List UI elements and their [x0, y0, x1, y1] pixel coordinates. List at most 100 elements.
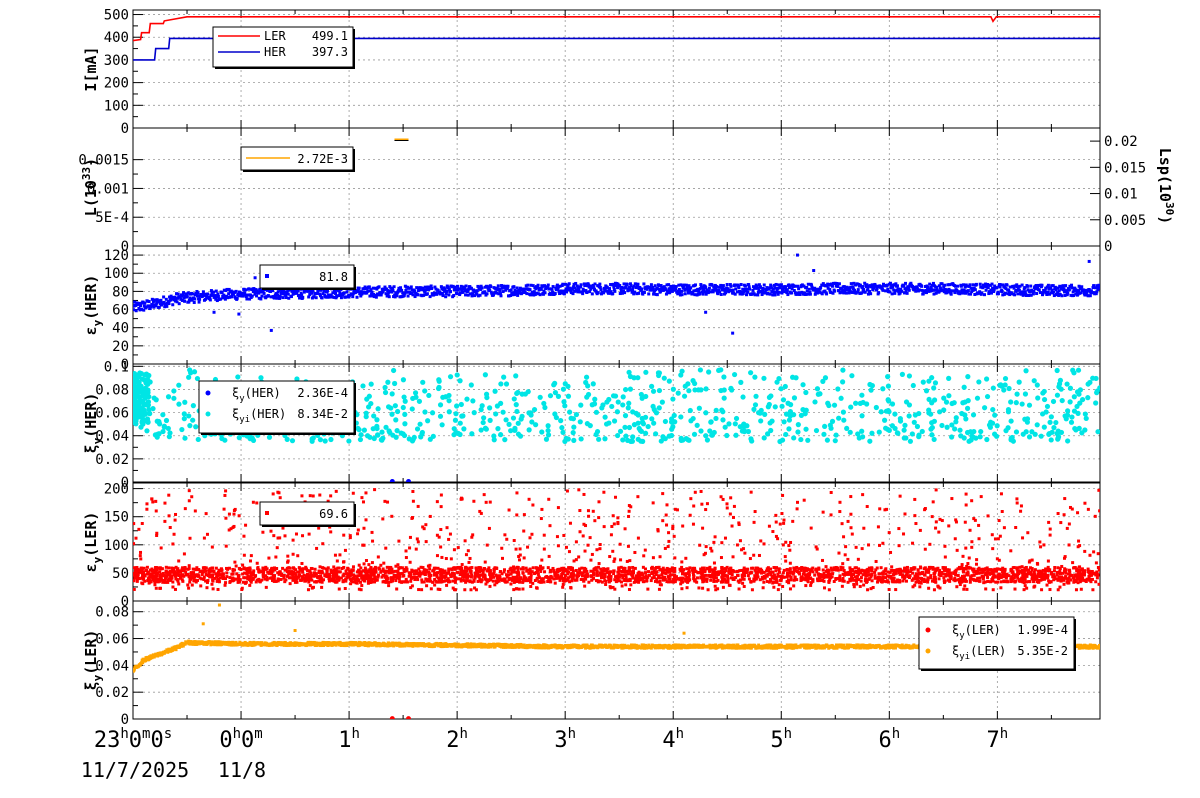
data-point	[821, 568, 825, 572]
data-point	[1026, 434, 1033, 440]
data-point	[793, 575, 797, 579]
legend-marker	[205, 411, 211, 417]
data-point	[402, 421, 408, 427]
data-point	[958, 433, 964, 439]
data-point	[832, 566, 836, 570]
data-point	[503, 286, 507, 290]
data-point	[475, 289, 479, 293]
data-point	[278, 294, 282, 298]
data-point	[1023, 429, 1029, 435]
data-point	[698, 428, 704, 434]
data-point	[634, 286, 638, 290]
data-point	[553, 292, 557, 296]
data-point	[342, 565, 346, 569]
data-point	[259, 290, 263, 294]
data-point	[986, 579, 990, 583]
data-point	[758, 285, 762, 289]
data-point	[653, 571, 657, 575]
data-point	[708, 569, 712, 573]
data-point	[932, 292, 936, 296]
data-point	[532, 290, 536, 294]
data-point	[952, 426, 958, 432]
data-point	[286, 288, 290, 292]
data-point	[725, 283, 729, 287]
data-point	[689, 286, 693, 290]
data-point	[225, 287, 229, 291]
data-point	[590, 381, 596, 387]
data-point	[193, 573, 197, 577]
data-point	[769, 284, 773, 288]
data-point	[807, 287, 811, 291]
data-point	[429, 410, 436, 416]
data-point	[742, 290, 746, 294]
data-point	[781, 571, 785, 575]
data-point	[273, 566, 277, 570]
data-point	[457, 287, 461, 291]
data-point	[746, 290, 750, 294]
data-point	[667, 580, 671, 584]
data-point	[792, 578, 796, 582]
data-point	[604, 289, 608, 293]
data-point	[502, 577, 506, 581]
data-point	[840, 287, 844, 291]
data-point	[872, 286, 876, 290]
data-point	[1034, 287, 1038, 291]
data-point	[469, 571, 473, 575]
data-point	[724, 288, 728, 292]
data-point	[514, 292, 518, 296]
data-point	[967, 284, 971, 288]
data-point	[466, 293, 470, 297]
data-point	[674, 575, 678, 579]
data-point	[627, 386, 634, 392]
y-tick-label: 0.1	[104, 359, 129, 375]
data-point	[996, 292, 1000, 296]
data-point	[624, 284, 628, 288]
data-point	[423, 290, 427, 294]
data-point	[389, 411, 395, 417]
data-point	[631, 569, 635, 573]
data-point	[912, 412, 918, 418]
data-point	[615, 432, 621, 439]
data-point	[1075, 367, 1082, 373]
data-point	[500, 284, 504, 288]
data-point	[216, 292, 220, 296]
data-point	[422, 388, 428, 394]
data-point	[307, 295, 311, 299]
legend-label: ξy(HER)	[232, 386, 281, 404]
data-point	[242, 567, 246, 571]
data-point	[214, 289, 218, 293]
data-point	[680, 293, 684, 297]
data-point	[508, 428, 514, 434]
data-point	[931, 281, 935, 285]
data-point	[609, 290, 613, 294]
data-point	[683, 577, 687, 581]
data-point	[822, 579, 826, 583]
data-point	[401, 394, 407, 400]
data-point	[368, 381, 374, 387]
data-point	[1083, 415, 1089, 422]
data-point	[633, 580, 637, 584]
data-point	[135, 411, 142, 417]
data-point	[412, 390, 419, 396]
data-point	[488, 569, 492, 573]
data-point	[649, 416, 655, 422]
data-point	[791, 395, 798, 401]
data-point	[1025, 284, 1029, 288]
data-point	[803, 389, 809, 396]
data-point	[1046, 430, 1052, 437]
data-point	[496, 284, 500, 288]
data-point	[264, 295, 268, 299]
data-point	[780, 291, 784, 295]
data-point	[1074, 292, 1078, 296]
data-point	[560, 291, 564, 295]
data-point	[867, 566, 871, 570]
data-point	[781, 419, 787, 425]
data-point	[453, 411, 459, 417]
data-point	[134, 303, 138, 307]
data-point	[398, 580, 402, 584]
data-point	[144, 416, 151, 422]
data-point	[996, 573, 1000, 577]
data-point	[1064, 412, 1071, 418]
data-point	[772, 573, 776, 577]
data-point	[1051, 575, 1055, 579]
